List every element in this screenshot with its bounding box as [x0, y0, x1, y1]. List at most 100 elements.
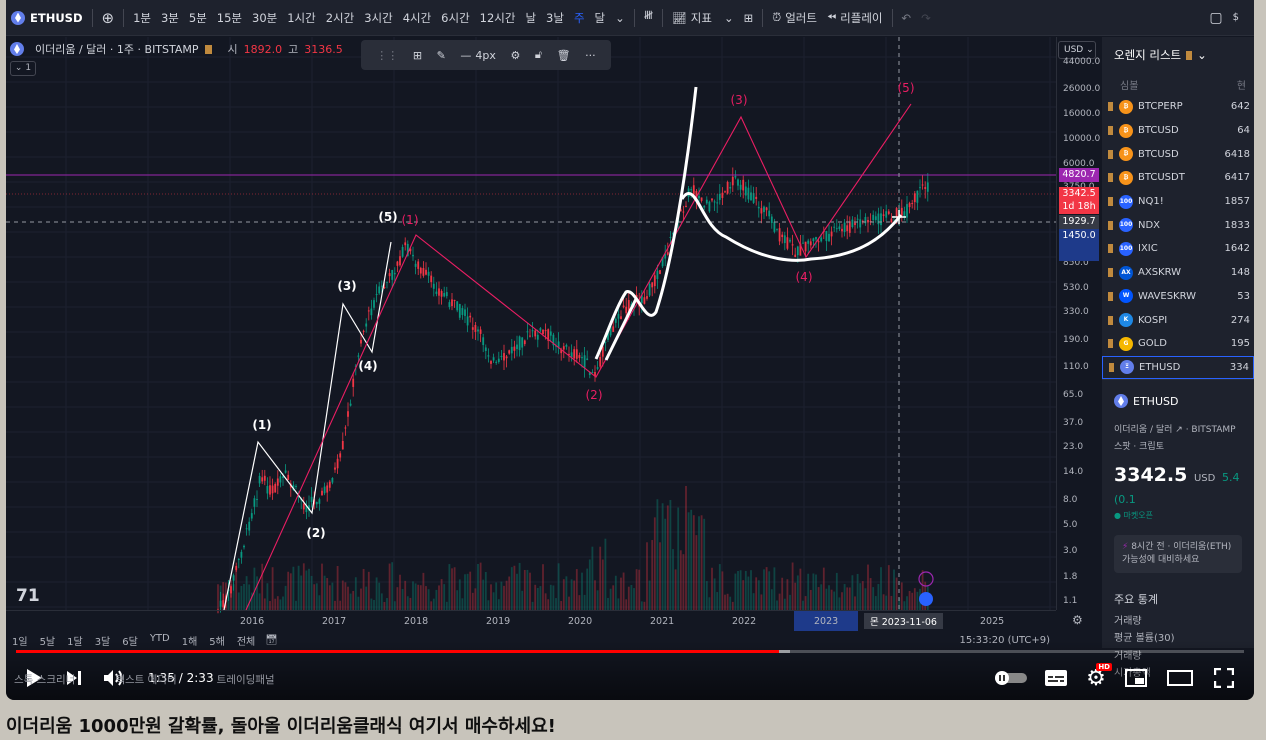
watchlist-row[interactable]: 100 IXIC 1642: [1102, 237, 1254, 261]
price-tick: 110.0: [1063, 362, 1089, 372]
replay-button[interactable]: ⏪︎ 리플레이: [826, 10, 883, 25]
save-icon[interactable]: $: [1232, 12, 1239, 23]
lock-icon[interactable]: 🔓︎: [534, 48, 543, 61]
candle-body: [258, 475, 261, 484]
interval-8[interactable]: 4시간: [402, 10, 432, 25]
interval-10[interactable]: 12시간: [479, 10, 516, 25]
settings-icon[interactable]: ⚙: [510, 48, 521, 62]
templates-icon[interactable]: ⊞: [743, 10, 754, 25]
interval-12[interactable]: 3날: [546, 10, 564, 25]
progress-bar[interactable]: [16, 650, 1244, 653]
volume-bar: [864, 588, 867, 610]
price-chart[interactable]: (1) (2) (3) (4) (5) (1) (2) (3) (4) (5): [6, 37, 1100, 630]
watchlist-row[interactable]: 100 NDX 1833: [1102, 213, 1254, 237]
undo-icon[interactable]: ↶: [901, 10, 912, 25]
chart-area[interactable]: (1) (2) (3) (4) (5) (1) (2) (3) (4) (5) 이더리움 / 달러…: [6, 37, 1100, 631]
interval-6[interactable]: 2시간: [325, 10, 355, 25]
settings-button[interactable]: ⚙ HD: [1076, 660, 1116, 696]
watchlist-row[interactable]: W WAVESKRW 53: [1102, 285, 1254, 309]
watchlist-row[interactable]: K KOSPI 274: [1102, 308, 1254, 332]
play-button[interactable]: [14, 660, 54, 696]
watchlist-row[interactable]: AX AXSKRW 148: [1102, 261, 1254, 285]
redo-icon[interactable]: ↷: [921, 10, 931, 25]
currency-button[interactable]: USD ⌄: [1058, 41, 1096, 59]
watchlist-row[interactable]: 100 NQ1! 1857: [1102, 190, 1254, 214]
bottom-tab-2[interactable]: 트레이딩패널: [216, 674, 275, 686]
settings-icon[interactable]: ⚙: [1072, 613, 1083, 627]
interval-3[interactable]: 15분: [216, 10, 243, 25]
interval-13[interactable]: 주: [573, 10, 585, 25]
template-icon[interactable]: ⊞: [412, 48, 423, 62]
pencil-icon[interactable]: ✎: [436, 48, 446, 62]
interval-14[interactable]: 달: [594, 10, 606, 25]
candle-body: [573, 349, 576, 359]
indicators-button[interactable]: 📈︎ 지표 ⌄: [672, 10, 734, 25]
candle-type-icon[interactable]: 𝍸: [643, 8, 654, 22]
drag-handle-icon[interactable]: ⋮⋮: [376, 48, 399, 62]
line-width-button[interactable]: — 4px: [460, 48, 496, 62]
volume-bar: [770, 589, 773, 610]
watchlist-row[interactable]: ₿ BTCUSDT 6417: [1102, 166, 1254, 190]
interval-9[interactable]: 6시간: [441, 10, 470, 25]
candle-body: [310, 496, 313, 502]
next-button[interactable]: [54, 660, 94, 696]
volume-bar: [895, 577, 898, 610]
volume-bar: [638, 569, 641, 610]
volume-bar: [523, 570, 526, 610]
bottom-tab-0[interactable]: 스톡 스크리너: [14, 674, 76, 686]
year-tick: 2022: [732, 616, 757, 627]
volume-bar: [672, 549, 674, 610]
bottom-tab-1[interactable]: 텍스트 에디터: [115, 674, 177, 686]
volume-bar: [854, 596, 856, 610]
interval-7[interactable]: 3시간: [364, 10, 393, 25]
candle-body: [843, 222, 846, 232]
price-axis[interactable]: 44000.026000.016000.010000.06000.03750.0…: [1056, 37, 1100, 610]
volume-bar: [612, 585, 615, 610]
theater-button[interactable]: [1156, 660, 1204, 696]
symbol-search[interactable]: ETHUSD: [6, 0, 88, 35]
alert-button[interactable]: ⏰︎ 얼러트: [772, 10, 817, 25]
drawing-toolbar: ⋮⋮ ⊞ ✎ — 4px ⚙ 🔓︎ 🗑︎ ···: [361, 40, 611, 70]
candle-body: [360, 339, 362, 344]
video-title[interactable]: 이더리움 1000만원 갈확률, 돌아올 이더리움클래식 여기서 매수하세요!: [6, 716, 556, 737]
candle-body: [575, 349, 578, 359]
watchlist-row[interactable]: G GOLD 195: [1102, 332, 1254, 356]
volume-bar: [646, 542, 648, 610]
interval-2[interactable]: 5분: [188, 10, 207, 25]
range-5[interactable]: YTD: [149, 632, 170, 644]
miniplayer-button[interactable]: [1116, 660, 1156, 696]
watchlist-header[interactable]: 오렌지 리스트 ⌄: [1114, 48, 1207, 62]
layout-icon[interactable]: ▢: [1209, 9, 1223, 26]
interval-5[interactable]: 1시간: [287, 10, 316, 25]
autoplay-toggle[interactable]: [986, 660, 1036, 696]
watchlist-row[interactable]: ₿ BTCUSD 64: [1102, 119, 1254, 143]
trash-icon[interactable]: 🗑︎: [556, 48, 571, 62]
time-axis[interactable]: 2016 2017 2018 2019 2020 2021 2022 2023 2025 몬 2…: [6, 610, 1083, 631]
volume-bar: [656, 499, 659, 610]
watchlist-row[interactable]: Ξ ETHUSD 334: [1102, 355, 1254, 379]
watchlist-row[interactable]: ₿ BTCUSD 6418: [1102, 142, 1254, 166]
fullscreen-button[interactable]: [1204, 660, 1244, 696]
interval-0[interactable]: 1분: [133, 10, 151, 25]
year-tick: 2025: [980, 616, 1005, 627]
candle-body: [757, 206, 760, 209]
cursor-price-label: 1929.7: [1059, 215, 1099, 229]
more-icon[interactable]: ···: [585, 48, 596, 62]
watchlist-row[interactable]: ₿ BTCPERP 642: [1102, 95, 1254, 119]
candle-body: [640, 295, 643, 303]
interval-1[interactable]: 3분: [160, 10, 179, 25]
legend-collapse-button[interactable]: ⌄ 1: [10, 61, 36, 76]
subtitles-button[interactable]: [1036, 660, 1076, 696]
interval-11[interactable]: 날: [525, 10, 537, 25]
candle-body: [695, 191, 698, 200]
price-tick: 37.0: [1063, 418, 1084, 428]
volume-bar: [274, 598, 277, 610]
add-symbol-icon[interactable]: ⊕: [101, 8, 115, 27]
video-player[interactable]: ETHUSD ⊕ 1분 3분 5분 15분 30분 1시간 2시간 3시간 4시간 6시간 12시간…: [6, 0, 1254, 700]
candle-body: [414, 263, 417, 267]
interval-4[interactable]: 30분: [252, 10, 278, 25]
interval-dropdown-icon[interactable]: ⌄: [615, 10, 625, 25]
volume-button[interactable]: [94, 660, 134, 696]
news-item[interactable]: ⚡︎ 8시간 전 · 이더리움(ETH) 가능성에 대비하세요: [1114, 535, 1242, 573]
symbol-logo-icon: ₿: [1119, 170, 1133, 185]
